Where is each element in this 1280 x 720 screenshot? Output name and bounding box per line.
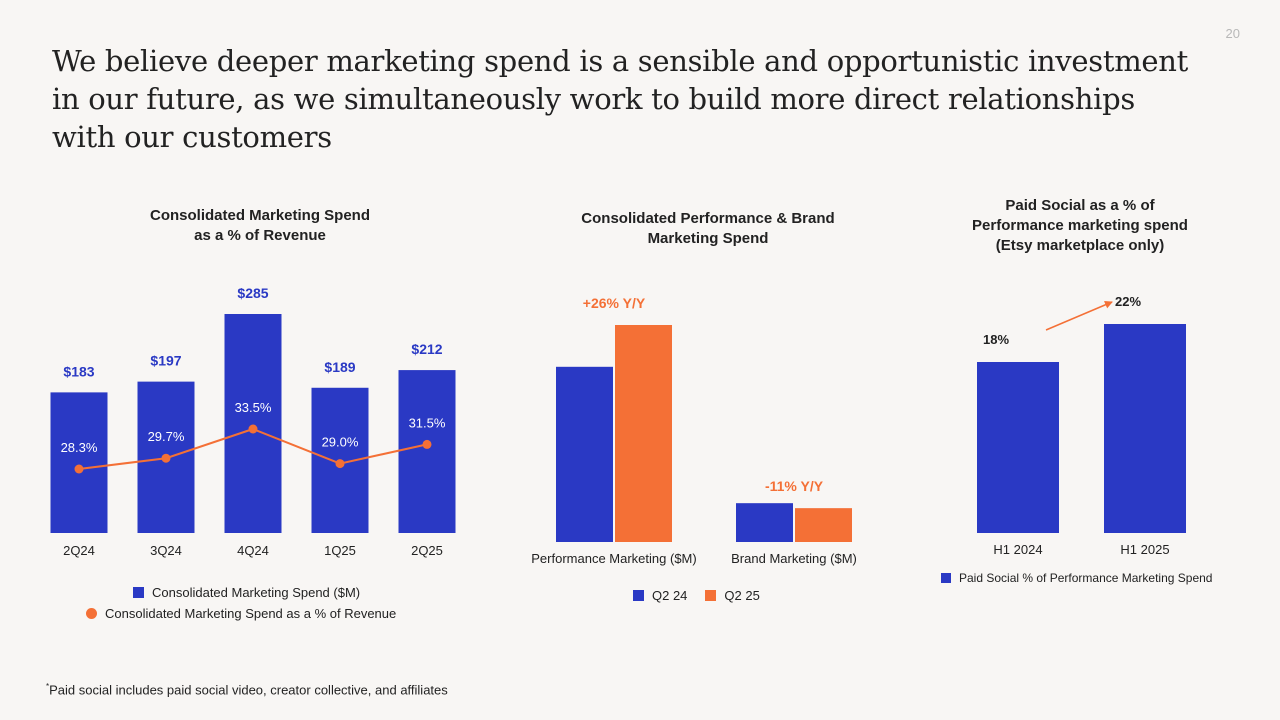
chart1-legend-line: Consolidated Marketing Spend as a % of R… [86, 606, 396, 621]
chart1-bar-value-label: $285 [237, 285, 268, 301]
chart1-pct-label: 31.5% [409, 415, 446, 430]
chart1-x-tick-label: 1Q25 [324, 543, 356, 558]
chart3-growth-arrow [1045, 301, 1113, 331]
chart2-bar-q224 [736, 503, 793, 542]
legend-swatch-orange [705, 590, 717, 601]
chart1-pct-label: 28.3% [61, 440, 98, 455]
chart1-legend-bar: Consolidated Marketing Spend ($M) [133, 585, 360, 600]
legend-swatch-blue [633, 590, 644, 601]
chart1-pct-point [335, 459, 345, 469]
chart1-legend-bar-label: Consolidated Marketing Spend ($M) [152, 585, 361, 600]
chart2-bar-q225 [615, 325, 672, 542]
page-number: 20 [1225, 26, 1240, 41]
chart1-legend-line-label: Consolidated Marketing Spend as a % of R… [105, 606, 397, 621]
chart3-title: Paid Social as a % of Performance market… [930, 196, 1230, 256]
chart2-legend-item-q225: Q2 25 [705, 588, 760, 603]
chart1-x-tick-label: 4Q24 [237, 543, 269, 558]
chart1-title-line2: as a % of Revenue [194, 227, 326, 244]
legend-dot-orange [86, 608, 97, 619]
chart1-title: Consolidated Marketing Spend as a % of R… [100, 206, 420, 246]
chart2-title-line2: Marketing Spend [647, 230, 769, 247]
chart3-legend: Paid Social % of Performance Marketing S… [941, 571, 1212, 585]
chart1-x-tick-label: 2Q25 [411, 543, 443, 558]
chart2-x-tick-label: Performance Marketing ($M) [531, 551, 696, 566]
chart3-x-tick-label: H1 2025 [1120, 542, 1169, 557]
chart3-x-tick-label: H1 2024 [993, 542, 1042, 557]
footnote: *Paid social includes paid social video,… [46, 682, 448, 697]
chart1-pct-label: 29.7% [148, 429, 185, 444]
chart1-pct-point [74, 464, 84, 474]
chart3-title-line1: Paid Social as a % of [1005, 197, 1155, 214]
page-title: We believe deeper marketing spend is a s… [52, 44, 1188, 154]
chart1-x-tick-label: 3Q24 [150, 543, 182, 558]
legend-swatch-blue [133, 587, 144, 598]
chart3-bar [1104, 324, 1186, 533]
chart3-title-line2: Performance marketing spend [972, 217, 1188, 234]
chart2-legend-label-q224: Q2 24 [652, 588, 688, 603]
chart1-title-line1: Consolidated Marketing Spend [149, 207, 371, 224]
chart1-pct-point [161, 453, 171, 463]
chart1-pct-point [422, 439, 432, 449]
footnote-text: Paid social includes paid social video, … [49, 682, 448, 698]
chart2-yoy-annotation: -11% Y/Y [765, 478, 824, 494]
chart1-bar-value-label: $197 [150, 353, 181, 369]
chart2-title-line1: Consolidated Performance & Brand [581, 210, 835, 227]
chart2-bar-q224 [556, 366, 613, 542]
legend-swatch-blue [941, 573, 951, 583]
chart1-pct-label: 33.5% [235, 400, 272, 415]
chart3-bar-value-label: 22% [1115, 294, 1141, 309]
chart2-legend-label-q225: Q2 25 [724, 588, 760, 603]
chart1-pct-point [248, 424, 258, 434]
chart2-plot: +26% Y/Y Performance Marketing ($M) -11% Y… [531, 295, 857, 566]
chart2-x-tick-label: Brand Marketing ($M) [731, 551, 857, 566]
chart1-bar [224, 314, 282, 533]
chart3-legend-label: Paid Social % of Performance Marketing S… [959, 571, 1213, 585]
chart2-yoy-annotation: +26% Y/Y [583, 295, 646, 311]
chart3-bar-value-label: 18% [983, 332, 1009, 347]
chart1-bar-value-label: $183 [63, 363, 94, 379]
chart1-plot: $183 2Q24 $197 3Q24 $285 4Q24 $189 1Q25 $212 2Q25… [50, 285, 456, 558]
chart1-bar-value-label: $212 [411, 341, 442, 357]
chart3-title-line3: (Etsy marketplace only) [995, 237, 1165, 254]
chart2-bar-q225 [795, 508, 852, 542]
chart3-bar [977, 362, 1059, 533]
chart2-title: Consolidated Performance & Brand Marketi… [538, 209, 878, 249]
chart1-x-tick-label: 2Q24 [63, 543, 95, 558]
footnote-marker: * [46, 682, 50, 691]
chart1-bar-value-label: $189 [324, 359, 355, 375]
chart2-legend-item-q224: Q2 24 [633, 588, 687, 603]
chart3-plot: 18% H1 2024 22% H1 2025 [977, 294, 1186, 557]
chart1-bar [398, 370, 456, 533]
chart1-bar [50, 392, 108, 533]
chart1-pct-label: 29.0% [322, 435, 359, 450]
chart2-legend: Q2 24 Q2 25 [633, 588, 778, 603]
